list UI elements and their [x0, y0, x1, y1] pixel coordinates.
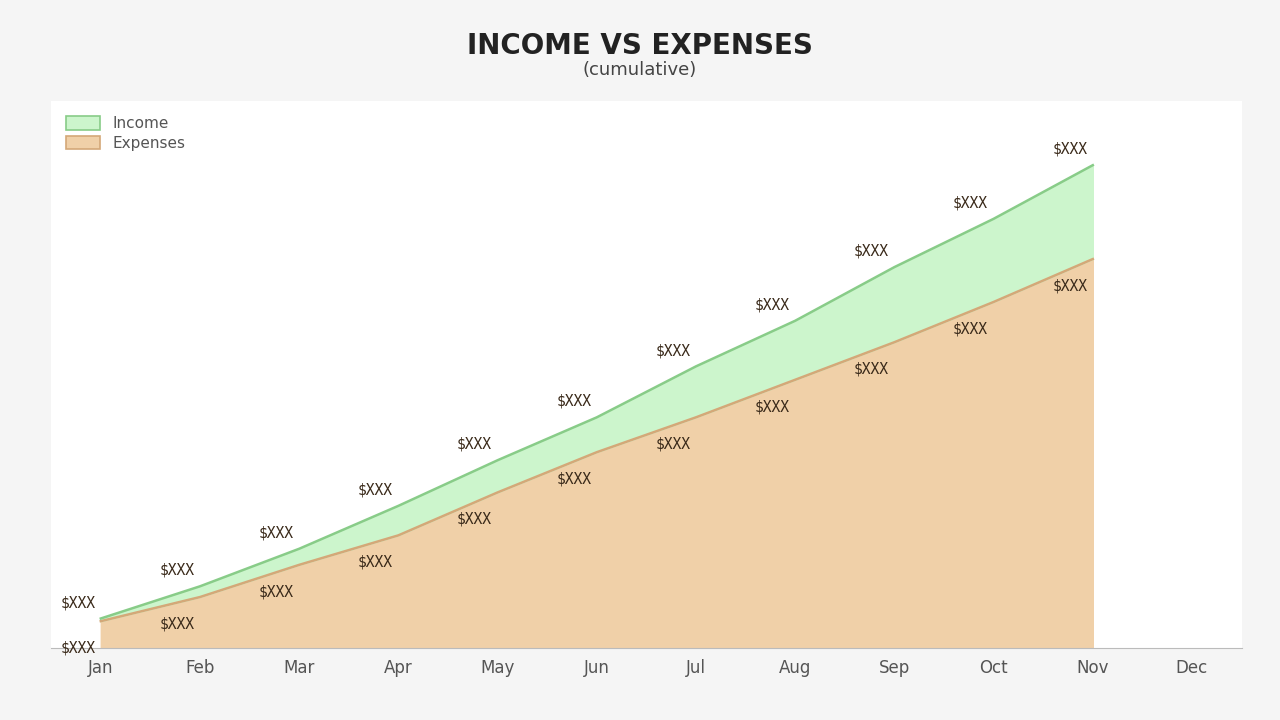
Text: $XXX: $XXX	[457, 437, 492, 452]
Text: $XXX: $XXX	[1052, 279, 1087, 294]
Text: $XXX: $XXX	[557, 394, 591, 409]
Text: $XXX: $XXX	[259, 585, 293, 599]
Text: (cumulative): (cumulative)	[582, 61, 698, 79]
Text: $XXX: $XXX	[655, 343, 690, 358]
Text: $XXX: $XXX	[854, 244, 888, 258]
Text: $XXX: $XXX	[755, 297, 790, 312]
Text: $XXX: $XXX	[755, 399, 790, 414]
Text: INCOME VS EXPENSES: INCOME VS EXPENSES	[467, 32, 813, 60]
Text: $XXX: $XXX	[358, 555, 393, 570]
Text: $XXX: $XXX	[160, 563, 195, 578]
Text: $XXX: $XXX	[557, 472, 591, 487]
Text: $XXX: $XXX	[1052, 142, 1087, 157]
Text: $XXX: $XXX	[954, 196, 988, 210]
Text: $XXX: $XXX	[259, 526, 293, 541]
Text: $XXX: $XXX	[954, 321, 988, 336]
Text: $XXX: $XXX	[854, 361, 888, 377]
Text: $XXX: $XXX	[60, 641, 95, 656]
Text: $XXX: $XXX	[655, 437, 690, 451]
Text: $XXX: $XXX	[160, 616, 195, 631]
Text: $XXX: $XXX	[457, 512, 492, 527]
Legend: Income, Expenses: Income, Expenses	[59, 109, 193, 158]
Text: $XXX: $XXX	[60, 595, 95, 610]
Text: $XXX: $XXX	[358, 482, 393, 498]
